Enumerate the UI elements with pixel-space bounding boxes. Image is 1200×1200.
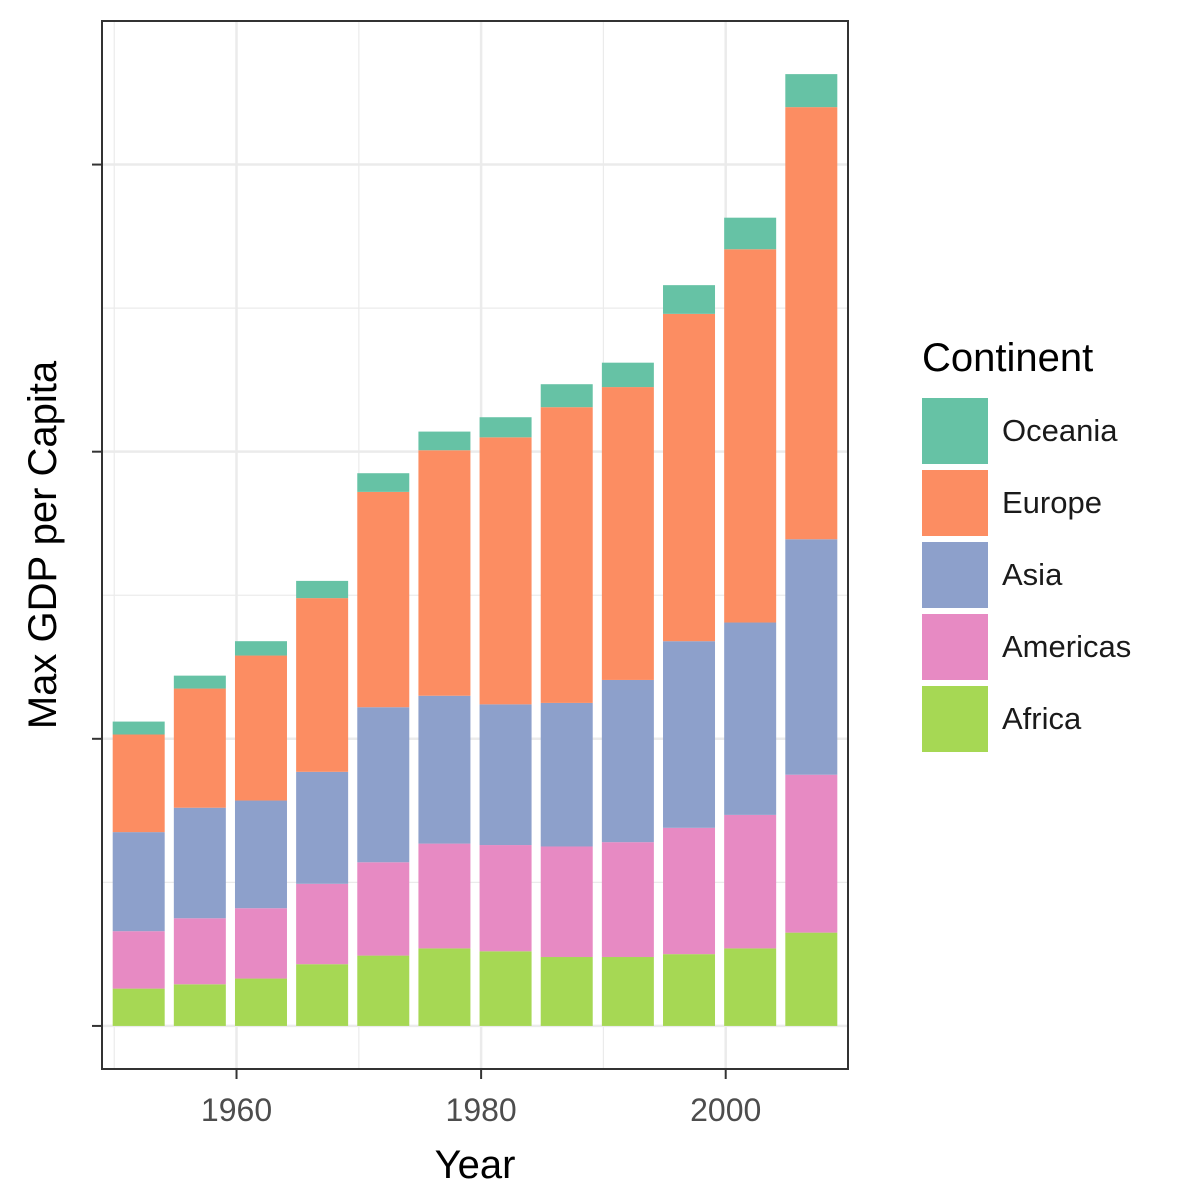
- bar-americas-1977: [418, 843, 471, 949]
- bar-asia-2007: [785, 539, 838, 775]
- bar-europe-1982: [479, 437, 532, 705]
- bar-europe-2002: [724, 249, 777, 623]
- bar-americas-1957: [173, 918, 226, 985]
- bar-africa-1957: [173, 984, 226, 1026]
- bar-oceania-1967: [296, 580, 349, 599]
- bar-europe-1992: [601, 387, 654, 680]
- bar-oceania-1987: [540, 384, 593, 408]
- legend-label: Americas: [1002, 629, 1132, 664]
- legend-item-asia: Asia: [922, 539, 1131, 611]
- bar-oceania-2007: [785, 74, 838, 108]
- bar-europe-1957: [173, 688, 226, 808]
- bar-europe-1952: [112, 734, 165, 833]
- bar-africa-1977: [418, 948, 471, 1026]
- legend-key-oceania: [922, 398, 988, 464]
- bar-asia-1972: [357, 707, 410, 863]
- bar-asia-1967: [296, 771, 349, 884]
- bar-africa-1987: [540, 957, 593, 1026]
- bar-africa-2007: [785, 932, 838, 1026]
- bar-oceania-1952: [112, 721, 165, 735]
- bar-europe-1972: [357, 491, 410, 708]
- legend-item-africa: Africa: [922, 683, 1131, 755]
- bar-africa-2002: [724, 948, 777, 1026]
- x-tick-label: 1980: [446, 1092, 517, 1128]
- bar-europe-1962: [234, 655, 287, 801]
- legend-items: Oceania Europe Asia Americas Africa: [922, 395, 1131, 755]
- bar-americas-1992: [601, 842, 654, 958]
- bar-africa-1952: [112, 988, 165, 1026]
- bar-asia-2002: [724, 622, 777, 815]
- bar-oceania-1962: [234, 641, 287, 656]
- legend-item-europe: Europe: [922, 467, 1131, 539]
- legend-label: Europe: [1002, 485, 1102, 520]
- bar-africa-1962: [234, 978, 287, 1026]
- bar-americas-1982: [479, 845, 532, 952]
- bar-europe-1967: [296, 598, 349, 772]
- bar-africa-1967: [296, 964, 349, 1026]
- bar-africa-1992: [601, 957, 654, 1026]
- bar-americas-1962: [234, 908, 287, 979]
- bar-africa-1982: [479, 951, 532, 1026]
- bar-asia-1982: [479, 704, 532, 846]
- bar-americas-1997: [663, 827, 716, 955]
- y-axis-title: Max GDP per Capita: [21, 360, 65, 729]
- bar-asia-1997: [663, 641, 716, 828]
- bar-oceania-1997: [663, 285, 716, 314]
- bar-americas-1952: [112, 931, 165, 989]
- bar-oceania-1957: [173, 675, 226, 689]
- bar-asia-1952: [112, 832, 165, 932]
- bar-oceania-2002: [724, 217, 777, 250]
- legend-item-oceania: Oceania: [922, 395, 1131, 467]
- legend-key-africa: [922, 686, 988, 752]
- plot-panel-border: [101, 20, 849, 1070]
- bar-asia-1987: [540, 702, 593, 847]
- x-tick-label: 2000: [690, 1092, 761, 1128]
- bar-asia-1962: [234, 800, 287, 909]
- bar-europe-1977: [418, 450, 471, 696]
- legend-item-americas: Americas: [922, 611, 1131, 683]
- bar-africa-1972: [357, 955, 410, 1026]
- legend-key-americas: [922, 614, 988, 680]
- bar-americas-1987: [540, 846, 593, 958]
- bar-oceania-1982: [479, 417, 532, 438]
- bar-africa-1997: [663, 954, 716, 1026]
- bar-americas-1972: [357, 862, 410, 956]
- bars: [112, 74, 838, 1026]
- legend-label: Africa: [1002, 701, 1082, 736]
- bar-oceania-1992: [601, 362, 654, 388]
- legend-label: Oceania: [1002, 413, 1118, 448]
- bar-oceania-1977: [418, 431, 471, 451]
- legend-title: Continent: [922, 336, 1094, 380]
- x-tick-label: 1960: [201, 1092, 272, 1128]
- bar-asia-1977: [418, 695, 471, 844]
- bar-americas-2007: [785, 774, 838, 933]
- bar-oceania-1972: [357, 473, 410, 492]
- legend-key-europe: [922, 470, 988, 536]
- legend-label: Asia: [1002, 557, 1063, 592]
- bar-asia-1992: [601, 679, 654, 843]
- bar-europe-1987: [540, 407, 593, 703]
- legend: Continent Oceania Europe Asia Americas Afric…: [922, 336, 1131, 755]
- bar-americas-2002: [724, 814, 777, 949]
- bar-americas-1967: [296, 883, 349, 965]
- x-axis-title: Year: [435, 1143, 516, 1187]
- bar-europe-1997: [663, 313, 716, 642]
- axis-ticks: 1960 1980 2000: [92, 163, 761, 1128]
- bar-asia-1957: [173, 807, 226, 919]
- bar-europe-2007: [785, 107, 838, 540]
- legend-key-asia: [922, 542, 988, 608]
